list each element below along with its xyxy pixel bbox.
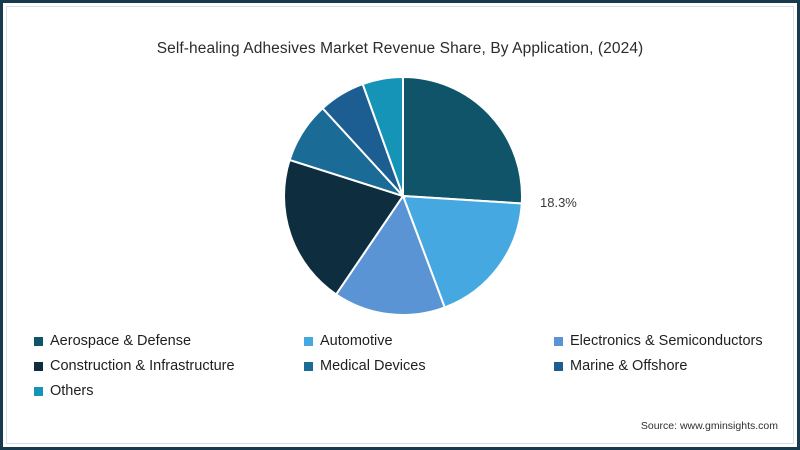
legend-swatch-icon [554,336,563,346]
legend-item-label: Medical Devices [320,358,426,374]
legend-item-label: Aerospace & Defense [50,333,192,349]
pie-slice[interactable] [401,194,523,309]
legend-item-automotive[interactable]: Automotive [304,334,554,349]
legend-item-electronics-semiconductors[interactable]: Electronics & Semiconductors [554,334,786,349]
pie-slice-group [283,75,523,316]
legend-item-label: Automotive [320,333,393,349]
legend-swatch-icon [554,361,563,371]
legend-swatch-icon [304,361,313,371]
source-attribution: Source: www.gminsights.com [640,420,778,432]
chart-legend: Aerospace & Defense Automotive Electroni… [34,334,786,409]
pie-slice[interactable] [334,193,446,316]
legend-row: Others [34,384,786,409]
pie-chart-svg [283,75,523,316]
legend-item-construction-infrastructure[interactable]: Construction & Infrastructure [34,359,304,374]
pie-slice[interactable] [361,75,404,197]
legend-item-marine-offshore[interactable]: Marine & Offshore [554,359,786,374]
legend-row: Construction & Infrastructure Medical De… [34,359,786,384]
chart-title: Self-healing Adhesives Market Revenue Sh… [156,40,644,57]
legend-swatch-icon [34,386,43,396]
legend-swatch-icon [34,336,43,346]
legend-item-label: Construction & Infrastructure [50,358,235,374]
legend-item-aerospace-defense[interactable]: Aerospace & Defense [34,334,304,349]
legend-item-others[interactable]: Others [34,384,304,399]
legend-swatch-icon [304,336,313,346]
legend-item-label: Electronics & Semiconductors [570,333,763,349]
pie-chart [283,75,523,316]
pie-slice-percentage-label: 18.3% [540,195,577,210]
pie-slice[interactable] [402,75,523,205]
legend-item-medical-devices[interactable]: Medical Devices [304,359,554,374]
pie-slice[interactable] [283,158,405,296]
legend-item-label: Others [50,383,94,399]
legend-item-label: Marine & Offshore [570,358,688,374]
legend-row: Aerospace & Defense Automotive Electroni… [34,334,786,359]
legend-swatch-icon [34,361,43,371]
